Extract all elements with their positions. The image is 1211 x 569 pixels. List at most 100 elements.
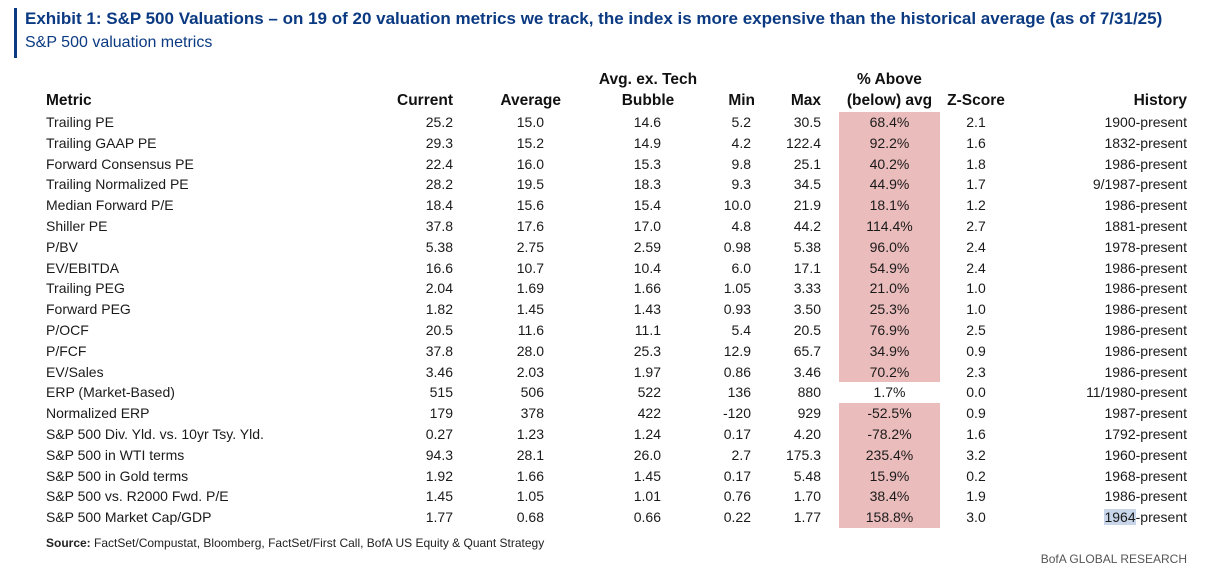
cell-zscore: 0.9 [966,342,986,359]
header-pct: % Above (below) avg [839,69,940,111]
table-row: P/BV 5.38 2.75 2.59 0.98 5.38 96.0% 2.4 1978-pre… [0,236,1211,258]
cell-bubble: 14.9 [633,134,661,151]
header-bubble-line1: Avg. ex. Tech [598,71,698,88]
cell-max: 1.77 [793,509,821,526]
cell-bubble: 1.01 [633,488,661,505]
table-row: S&P 500 in Gold terms 1.92 1.66 1.45 0.17 5.4… [0,465,1211,487]
cell-history: 1986-present [1104,278,1187,299]
cell-min: 1.05 [723,280,751,297]
cell-current: 515 [429,384,453,401]
cell-max: 20.5 [793,321,821,338]
cell-metric: S&P 500 vs. R2000 Fwd. P/E [46,488,229,505]
cell-average: 378 [520,405,544,422]
cell-history: 1986-present [1104,154,1187,175]
cell-history: 1987-present [1104,403,1187,424]
cell-min: 0.93 [723,301,751,318]
cell-max: 4.20 [793,425,821,442]
cell-min: 4.2 [731,134,751,151]
cell-history: 1986-present [1104,320,1187,341]
header-bubble-line2: Bubble [621,92,675,109]
cell-metric: Trailing PE [46,114,114,130]
table-row: Trailing PE 25.2 15.0 14.6 5.2 30.5 68.4% 2.1 19… [0,112,1211,133]
cell-bubble: 1.97 [633,363,661,380]
table-row: S&P 500 vs. R2000 Fwd. P/E 1.45 1.05 1.01 0.… [0,486,1211,508]
cell-average: 28.0 [516,342,544,359]
cell-min: 0.98 [723,238,751,255]
cell-average: 16.0 [516,155,544,172]
cell-bubble: 25.3 [633,342,661,359]
cell-current: 3.46 [425,363,453,380]
cell-metric: S&P 500 Market Cap/GDP [46,509,212,526]
cell-history: 11/1980-present [1086,382,1187,403]
table-row: Normalized ERP 179 378 422 -120 929 -52.5% 0.9 1… [0,403,1211,424]
cell-metric: Median Forward P/E [46,197,174,214]
cell-metric: P/BV [46,238,78,255]
cell-average: 2.03 [516,363,544,380]
header-bubble: Avg. ex. Tech Bubble [598,69,698,111]
cell-current: 1.82 [425,301,453,318]
cell-history: 1978-present [1104,237,1187,258]
footer-brand: BofA GLOBAL RESEARCH [1040,552,1187,566]
cell-max: 25.1 [793,155,821,172]
history-text: 1986-present [1104,301,1187,318]
cell-max: 3.33 [793,280,821,297]
cell-pct-above: 25.3% [839,299,940,320]
cell-pct-above: 70.2% [839,361,940,383]
cell-bubble: 10.4 [633,259,661,276]
cell-history: 1792-present [1104,424,1187,445]
cell-bubble: 522 [637,384,661,401]
cell-max: 21.9 [793,197,821,214]
table-row: S&P 500 in WTI terms 94.3 28.1 26.0 2.7 175.3… [0,444,1211,466]
cell-bubble: 11.1 [634,321,661,338]
cell-pct-above: 1.7% [873,384,906,401]
history-text: 1881-present [1104,217,1187,234]
cell-current: 25.2 [425,114,453,130]
history-text: 1978-present [1104,238,1187,255]
cell-current: 20.5 [425,321,453,338]
history-text: 1986-present [1104,155,1187,172]
table-row: Forward PEG 1.82 1.45 1.43 0.93 3.50 25.3% 1.0 1… [0,299,1211,320]
cell-zscore: 3.2 [966,446,986,463]
cell-zscore: 1.8 [966,155,986,172]
title-accent-bar [14,8,17,58]
cell-metric: P/FCF [46,342,87,359]
cell-min: 0.17 [723,425,751,442]
table-row: Forward Consensus PE 22.4 16.0 15.3 9.8 25.1 4… [0,153,1211,175]
cell-history: 1986-present [1104,341,1187,362]
cell-average: 506 [520,384,544,401]
cell-zscore: 3.0 [966,509,986,526]
source-text: FactSet/Compustat, Bloomberg, FactSet/Fi… [90,536,545,550]
table-row: ERP (Market-Based) 515 506 522 136 880 1.7% 0.0… [0,382,1211,403]
cell-bubble: 15.3 [633,155,661,172]
history-text: 1960-present [1104,446,1187,463]
cell-history: 1832-present [1104,133,1187,154]
cell-pct-above: 92.2% [839,132,940,154]
table-row: S&P 500 Market Cap/GDP 1.77 0.68 0.66 0.22 1.… [0,507,1211,528]
cell-pct-above: -52.5% [839,403,940,424]
cell-average: 15.0 [516,114,544,130]
cell-average: 1.69 [516,280,544,297]
cell-pct-above: 44.9% [839,174,940,196]
cell-current: 29.3 [425,134,453,151]
history-text: -present [1135,509,1187,526]
cell-bubble: 1.66 [633,280,661,297]
cell-pct-above: 235.4% [839,444,940,466]
cell-metric: P/OCF [46,321,89,338]
cell-zscore: 2.4 [966,238,986,255]
cell-average: 0.68 [516,509,544,526]
table-row: S&P 500 Div. Yld. vs. 10yr Tsy. Yld. 0.27… [0,423,1211,445]
cell-max: 34.5 [793,176,821,193]
source-note: Source: FactSet/Compustat, Bloomberg, Fa… [46,536,544,550]
cell-metric: S&P 500 Div. Yld. vs. 10yr Tsy. Yld. [46,425,264,442]
history-text: 1987-present [1104,405,1187,422]
cell-bubble: 18.3 [633,176,661,193]
cell-history: 1960-present [1104,445,1187,466]
cell-current: 0.27 [425,425,453,442]
table-row: Trailing Normalized PE 28.2 19.5 18.3 9.3 34.… [0,174,1211,196]
cell-average: 28.1 [516,446,544,463]
exhibit-subtitle: S&P 500 valuation metrics [25,34,213,51]
cell-pct-above: 114.4% [839,215,940,237]
cell-current: 18.4 [425,197,453,214]
cell-min: 9.8 [731,155,751,172]
cell-pct-above: 54.9% [839,257,940,279]
